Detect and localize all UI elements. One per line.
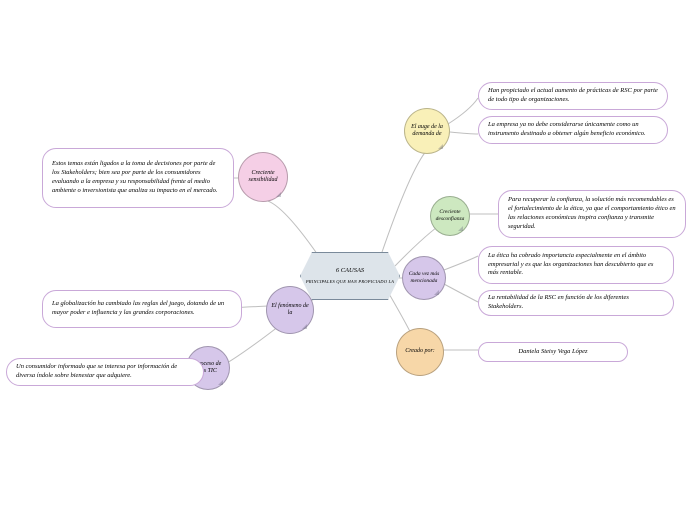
node-sensibilidad: Creciente sensibilidad (238, 152, 288, 202)
callout-tic: Un consumidor informado que se interesa … (6, 358, 204, 386)
center-node: 6 CAUSAS PRINCIPALES QUE HAN PROPICIADO … (300, 252, 400, 300)
callout-text: La rentabilidad de la RSC en función de … (488, 294, 664, 312)
node-mencionada: Cada vez más mencionada (402, 256, 446, 300)
callout-text: Estos temas están ligados a la toma de d… (52, 160, 224, 195)
node-demanda: El auge de la demanda de (404, 108, 450, 154)
callout-text: La globalización ha cambiado las reglas … (52, 300, 232, 318)
node-label: Creado por: (405, 348, 435, 355)
callout-mencionada-b: La rentabilidad de la RSC en función de … (478, 290, 674, 316)
callout-creado: Daniela Steisy Vega López (478, 342, 628, 362)
node-fenomeno: El fenómeno de la (266, 286, 314, 334)
callout-demanda-b: La empresa ya no debe considerarse única… (478, 116, 668, 144)
callout-text: Un consumidor informado que se interesa … (16, 363, 194, 381)
node-label: El auge de la demanda de (409, 124, 445, 138)
callout-mencionada-a: La ética ha cobrado importancia especial… (478, 246, 674, 284)
node-label: Creciente sensibilidad (243, 170, 283, 184)
node-label: Creciente desconfianza (435, 209, 465, 222)
node-desconfianza: Creciente desconfianza (430, 196, 470, 236)
center-title: 6 CAUSAS (336, 267, 364, 275)
node-label: Cada vez más mencionada (407, 271, 441, 284)
node-label: El fenómeno de la (271, 303, 309, 317)
callout-fenomeno: La globalización ha cambiado las reglas … (42, 290, 242, 328)
callout-text: Daniela Steisy Vega López (518, 348, 587, 357)
callout-demanda-a: Han propiciado el actual aumento de prác… (478, 82, 668, 110)
callout-text: Han propiciado el actual aumento de prác… (488, 87, 658, 105)
callout-sensibilidad: Estos temas están ligados a la toma de d… (42, 148, 234, 208)
callout-desconfianza: Para recuperar la confianza, la solución… (498, 190, 686, 238)
center-subtitle: PRINCIPALES QUE HAN PROPICIADO LA (306, 279, 394, 285)
callout-text: La empresa ya no debe considerarse única… (488, 121, 658, 139)
node-creado: Creado por: (396, 328, 444, 376)
callout-text: La ética ha cobrado importancia especial… (488, 252, 664, 278)
callout-text: Para recuperar la confianza, la solución… (508, 196, 676, 231)
